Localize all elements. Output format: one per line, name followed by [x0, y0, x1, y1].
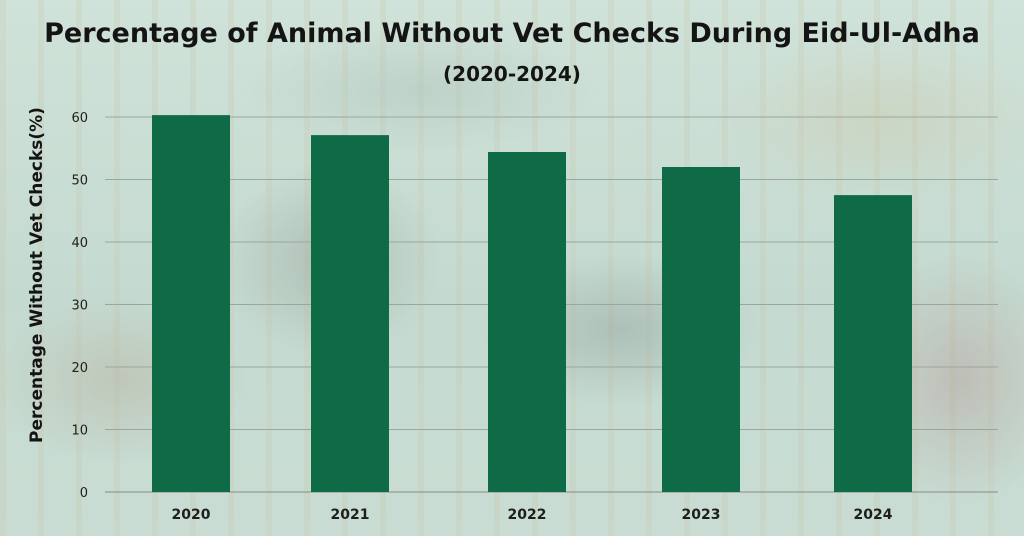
chart-title: Percentage of Animal Without Vet Checks … [44, 18, 980, 49]
y-tick-label: 60 [71, 111, 88, 126]
bar-2024 [834, 195, 912, 492]
y-tick-label: 50 [71, 174, 88, 189]
y-tick-label: 30 [71, 299, 88, 314]
y-tick-label: 0 [80, 486, 88, 501]
x-tick-label: 2024 [854, 507, 893, 523]
x-tick-label: 2023 [682, 507, 721, 523]
x-tick-label: 2022 [508, 507, 547, 523]
bar-2023 [662, 167, 740, 492]
y-tick-label: 10 [71, 424, 88, 439]
chart-subtitle: (2020-2024) [443, 62, 581, 86]
y-tick-label: 20 [71, 361, 88, 376]
bar-2022 [488, 152, 566, 492]
bar-2021 [311, 135, 389, 492]
bar-2020 [152, 115, 230, 492]
y-tick-label: 40 [71, 236, 88, 251]
x-tick-label: 2020 [172, 507, 211, 523]
x-tick-label: 2021 [331, 507, 370, 523]
